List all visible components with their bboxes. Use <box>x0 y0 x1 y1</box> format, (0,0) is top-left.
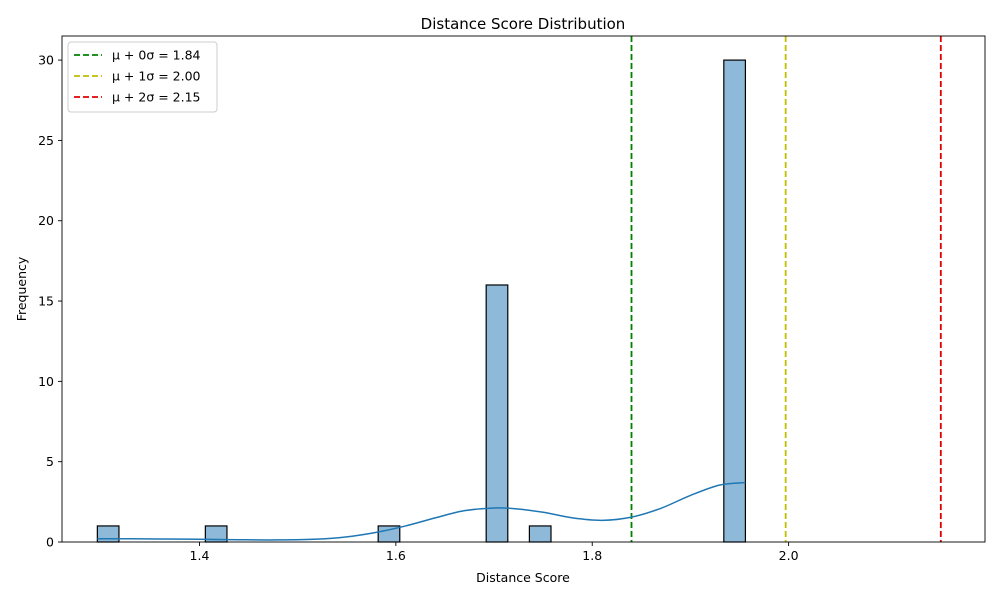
y-axis-title: Frequency <box>14 256 29 321</box>
histogram-bar <box>485 284 509 543</box>
histogram-bar <box>528 525 552 543</box>
y-tick-label: 5 <box>46 454 54 469</box>
x-axis-ticks: 1.4 1.6 1.8 2.0 <box>190 542 799 563</box>
x-tick-label: 2.0 <box>779 548 799 563</box>
legend-label: μ + 1σ = 2.00 <box>112 69 201 84</box>
y-tick-label: 10 <box>38 374 54 389</box>
histogram-bars <box>96 59 747 543</box>
y-tick-label: 30 <box>38 53 54 68</box>
y-tick-label: 0 <box>46 535 54 550</box>
y-tick-label: 15 <box>38 294 54 309</box>
legend-label: μ + 2σ = 2.15 <box>112 90 201 105</box>
threshold-lines <box>630 36 942 542</box>
plot-frame <box>61 35 986 543</box>
x-tick-label: 1.4 <box>190 548 210 563</box>
y-tick-label: 20 <box>38 213 54 228</box>
y-axis-ticks: 0 5 10 15 20 25 30 <box>38 53 62 550</box>
histogram-bar <box>723 59 747 543</box>
kde-curve <box>97 481 746 541</box>
histogram-bar <box>96 525 120 543</box>
chart-title: Distance Score Distribution <box>421 15 626 33</box>
y-tick-label: 25 <box>38 133 54 148</box>
x-tick-label: 1.6 <box>386 548 406 563</box>
x-tick-label: 1.8 <box>582 548 602 563</box>
legend-label: μ + 0σ = 1.84 <box>112 48 201 63</box>
x-axis-title: Distance Score <box>476 570 570 585</box>
legend-box <box>67 41 218 113</box>
legend: μ + 0σ = 1.84 μ + 1σ = 2.00 μ + 2σ = 2.15 <box>67 41 218 113</box>
